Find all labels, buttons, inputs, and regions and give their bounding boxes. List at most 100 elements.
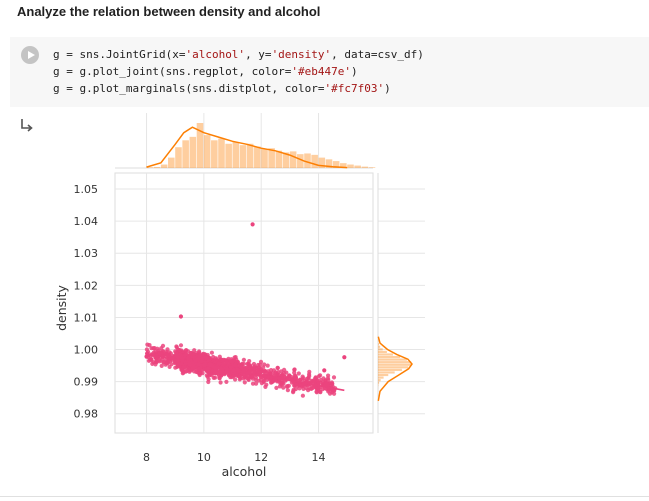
scatter-point — [324, 381, 329, 386]
x-hist-bar — [340, 163, 347, 168]
scatter-point — [192, 348, 197, 353]
scatter-point — [180, 356, 185, 361]
scatter-point — [269, 368, 274, 373]
x-hist-bar — [146, 167, 154, 168]
code-line-3: g = g.plot_marginals(sns.distplot, color… — [53, 82, 391, 95]
scatter-point — [224, 379, 229, 384]
scatter-point — [291, 390, 296, 395]
scatter-point — [286, 383, 291, 388]
outlier-point — [322, 368, 327, 373]
x-tick-label: 10 — [197, 451, 211, 464]
scatter-point — [309, 378, 314, 383]
code-editor[interactable]: g = sns.JointGrid(x='alcohol', y='densit… — [53, 46, 424, 97]
y-hist-bar — [378, 355, 401, 359]
x-hist-bar — [261, 148, 268, 168]
scatter-point — [241, 357, 246, 362]
x-hist-bar — [368, 167, 376, 168]
scatter-point — [253, 377, 258, 382]
x-hist-bar — [182, 140, 189, 168]
x-hist-bar — [246, 143, 254, 168]
y-hist-bar — [378, 381, 380, 384]
scatter-point — [209, 350, 214, 355]
y-hist-bar — [378, 361, 412, 364]
outlier-points — [144, 222, 347, 373]
scatter-point — [200, 352, 205, 357]
x-hist-bar — [318, 157, 326, 168]
regression-line — [146, 353, 345, 392]
scatter-point — [300, 393, 305, 398]
outlier-point — [250, 222, 255, 227]
x-hist-bar — [153, 166, 161, 168]
scatter-point — [174, 344, 179, 349]
scatter-point — [167, 350, 172, 355]
scatter-point — [159, 363, 164, 368]
x-hist-bar — [311, 154, 318, 168]
y-hist-bar — [378, 350, 387, 353]
y-tick-label: 1.00 — [74, 344, 99, 357]
scatter-point — [193, 358, 198, 363]
y-hist-bar — [378, 363, 412, 366]
scatter-point — [301, 386, 306, 391]
scatter-point — [165, 347, 170, 352]
run-cell-button[interactable] — [21, 46, 39, 64]
scatter-point — [151, 346, 156, 351]
scatter-point — [164, 351, 169, 356]
x-hist-bar — [304, 153, 311, 168]
scatter-point — [264, 382, 269, 387]
y-axis-label: density — [54, 284, 69, 330]
scatter-point — [178, 343, 184, 348]
output-arrow-icon[interactable] — [19, 118, 35, 132]
scatter-point — [256, 362, 261, 368]
scatter-point — [274, 385, 279, 390]
scatter-point — [262, 362, 267, 367]
outlier-point — [342, 355, 347, 360]
scatter-point — [145, 342, 150, 347]
scatter-point — [281, 385, 286, 390]
y-hist-bar — [378, 353, 393, 356]
scatter-point — [226, 373, 232, 378]
x-tick-labels: 8 10 12 14 — [143, 451, 325, 464]
scatter-point — [297, 386, 302, 391]
x-kde-line — [146, 126, 348, 169]
scatter-point — [279, 381, 284, 386]
scatter-point — [160, 343, 166, 348]
x-hist-bar — [325, 159, 333, 168]
x-tick-label: 12 — [254, 451, 268, 464]
y-hist-bar — [378, 343, 379, 346]
y-hist-bar — [378, 348, 383, 351]
scatter-point — [298, 377, 303, 382]
scatter-point — [177, 347, 182, 353]
x-hist-bar — [254, 146, 261, 168]
scatter-point — [231, 374, 236, 379]
scatter-point — [306, 376, 311, 381]
x-hist-bar — [218, 138, 225, 168]
x-hist-bar — [232, 142, 240, 168]
scatter-point — [238, 364, 243, 369]
x-hist-bar — [268, 148, 275, 168]
scatter-point — [179, 367, 184, 372]
scatter-point — [247, 359, 252, 364]
scatter-point — [258, 359, 264, 364]
y-kde-line — [377, 336, 413, 402]
code-cell[interactable] — [10, 37, 649, 107]
y-hist-bar — [378, 368, 402, 371]
x-hist-bar — [203, 135, 211, 168]
scatter-point — [265, 371, 270, 376]
scatter-point — [167, 364, 172, 369]
scatter-point — [252, 365, 257, 370]
scatter-point — [285, 388, 290, 393]
x-hist-bar — [354, 165, 361, 168]
scatter-point — [248, 365, 253, 370]
scatter-point — [284, 370, 289, 375]
x-tick-label: 8 — [143, 451, 150, 464]
scatter-point — [146, 358, 151, 363]
scatter-point — [153, 360, 158, 365]
scatter-point — [188, 350, 193, 356]
scatter-point — [296, 371, 301, 376]
y-hist-bar — [378, 371, 395, 374]
section-heading: Analyze the relation between density and… — [17, 4, 321, 19]
cell-separator — [0, 496, 649, 497]
scatter-point — [144, 347, 149, 352]
scatter-point — [232, 355, 237, 360]
outlier-point — [144, 354, 149, 359]
